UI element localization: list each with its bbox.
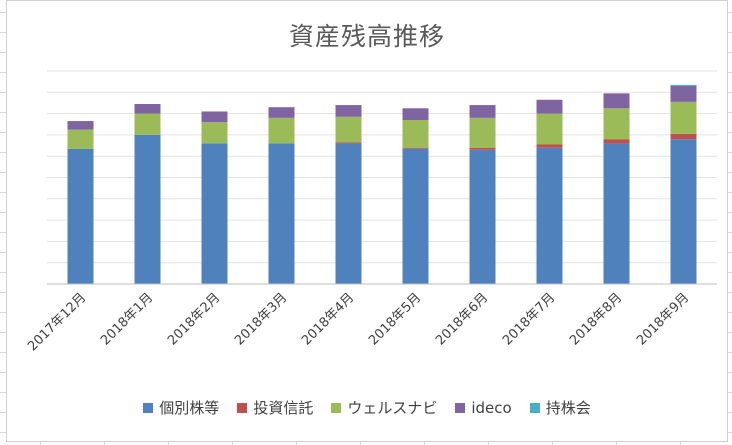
bar-segment[interactable] xyxy=(402,147,429,149)
bar-segment[interactable] xyxy=(402,148,429,284)
legend-label: 個別株等 xyxy=(159,399,220,417)
bar-segment[interactable] xyxy=(134,104,161,114)
chart-title: 資産残高推移 xyxy=(288,22,445,51)
bar-segment[interactable] xyxy=(335,142,362,144)
x-tick-label: 2017年12月 xyxy=(25,290,89,354)
bar-segment[interactable] xyxy=(201,122,228,144)
bar-segment[interactable] xyxy=(536,113,563,145)
bar-segment[interactable] xyxy=(603,143,630,284)
legend-label: ideco xyxy=(471,398,512,417)
x-tick-label: 2018年4月 xyxy=(299,290,357,348)
bar-segment[interactable] xyxy=(469,117,496,148)
bar-segment[interactable] xyxy=(469,149,496,284)
legend-swatch xyxy=(331,402,342,413)
bar-segment[interactable] xyxy=(335,143,362,284)
chart-area[interactable]: 資産残高推移 2017年12月 2018年1月 2018年2月 2018年3月 2018… xyxy=(6,0,728,442)
x-tick-label: 2018年2月 xyxy=(165,290,223,348)
bar-segment[interactable] xyxy=(201,143,228,284)
bar-segment[interactable] xyxy=(67,129,94,149)
chart-legend: 個別株等 投資信託 ウェルスナビ ideco 持株会 xyxy=(7,397,727,418)
bar-segment[interactable] xyxy=(67,121,94,130)
bar-segment[interactable] xyxy=(536,144,563,148)
bar-segment[interactable] xyxy=(134,134,161,284)
x-tick-label: 2018年8月 xyxy=(567,290,625,348)
bar-segment[interactable] xyxy=(603,139,630,144)
bar-segment[interactable] xyxy=(536,99,563,114)
bar-segment[interactable] xyxy=(536,147,563,284)
bar-segment[interactable] xyxy=(268,117,295,144)
bar-segment[interactable] xyxy=(335,116,362,143)
bar-segment[interactable] xyxy=(670,101,697,134)
legend-swatch xyxy=(237,402,248,413)
bar-segment[interactable] xyxy=(67,148,94,284)
bar-segment[interactable] xyxy=(603,108,630,140)
legend-label: 持株会 xyxy=(545,399,591,417)
legend-swatch xyxy=(529,402,540,413)
bar-segment[interactable] xyxy=(402,119,429,148)
x-tick-label: 2018年5月 xyxy=(366,290,424,348)
bar-segment[interactable] xyxy=(201,111,228,123)
x-tick-label: 2018年9月 xyxy=(634,290,692,348)
bar-segment[interactable] xyxy=(402,108,429,120)
bar-segment[interactable] xyxy=(603,93,630,109)
bar-segment[interactable] xyxy=(670,133,697,140)
legend-item: 持株会 xyxy=(529,397,591,418)
legend-item: ウェルスナビ xyxy=(331,397,437,418)
legend-swatch xyxy=(143,402,154,413)
bar-segment[interactable] xyxy=(670,139,697,284)
bar-segment[interactable] xyxy=(670,84,697,86)
bar-segment[interactable] xyxy=(335,105,362,117)
x-tick-label: 2018年6月 xyxy=(433,290,491,348)
legend-item: 投資信託 xyxy=(237,397,313,418)
x-tick-label: 2018年1月 xyxy=(98,290,156,348)
x-tick-label: 2018年3月 xyxy=(232,290,290,348)
legend-label: 投資信託 xyxy=(253,399,314,417)
x-tick-label: 2018年7月 xyxy=(500,290,558,348)
legend-item: ideco xyxy=(455,397,512,418)
legend-label: ウェルスナビ xyxy=(347,399,438,417)
bar-segment[interactable] xyxy=(670,85,697,102)
bar-segment[interactable] xyxy=(134,113,161,135)
bar-segment[interactable] xyxy=(469,147,496,150)
legend-item: 個別株等 xyxy=(143,397,219,418)
bar-segment[interactable] xyxy=(268,143,295,284)
chart-plot: 2017年12月 2018年1月 2018年2月 2018年3月 2018年4月 2018… xyxy=(25,70,717,354)
bar-segment[interactable] xyxy=(469,105,496,118)
bar-segment[interactable] xyxy=(268,107,295,118)
legend-swatch xyxy=(455,402,466,413)
